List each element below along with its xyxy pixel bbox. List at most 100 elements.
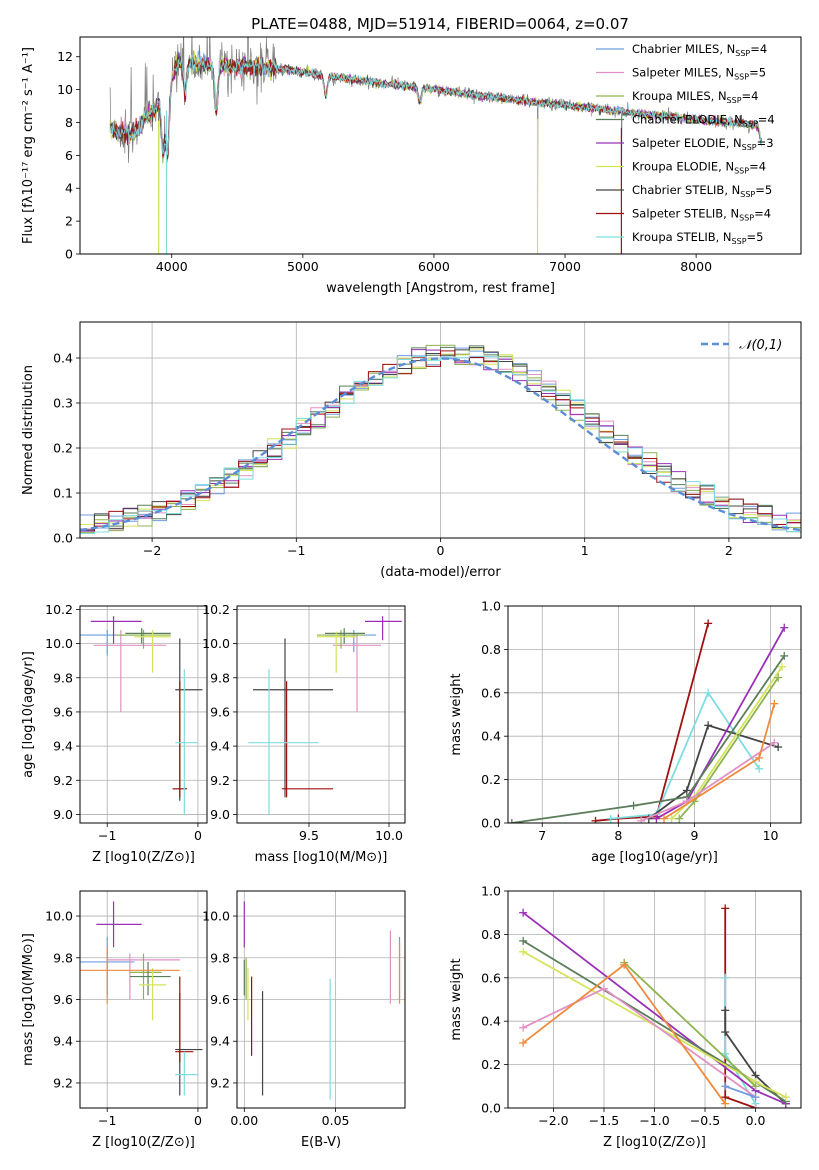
y-axis-label: age [log10(age/yr)] (21, 651, 36, 778)
y-tick-label: 12 (57, 49, 73, 64)
y-tick-label: 9.8 (210, 670, 230, 685)
chart-age-vs-mass: 9.5 10.0 9.0 9.2 9.4 9.6 9.8 10.0 10.2 mass [log1… (202, 602, 406, 865)
y-tick-label: 0.6 (481, 685, 501, 700)
plot-area-mass-weight-vs-Z (519, 904, 790, 1108)
y-tick-label: 10.2 (45, 602, 73, 617)
y-tick-label: 6 (65, 148, 73, 163)
x-tick-label: 0.00 (230, 1113, 258, 1128)
x-tick-label: 0.0 (746, 1113, 766, 1128)
mass-weight-line (655, 627, 786, 820)
y-tick-label: 9.6 (210, 704, 230, 719)
x-axis-label: Z [log10(Z/Z⊙)] (92, 1135, 195, 1150)
x-tick-label: 1 (581, 543, 589, 558)
x-axis-label: mass [log10(M/M⊙)] (255, 850, 388, 865)
y-tick-label: 8 (65, 115, 73, 130)
plot-frame (79, 890, 208, 1109)
legend-entry: Kroupa ELODIE, NSSP=4 (632, 160, 766, 176)
y-tick-label: 9.4 (53, 739, 73, 754)
legend-entry: Kroupa STELIB, NSSP=5 (632, 230, 763, 246)
y-tick-label: 10.0 (45, 636, 73, 651)
y-tick-label: 10.2 (202, 602, 230, 617)
y-tick-label: 9.6 (53, 704, 73, 719)
legend-entry: Salpeter MILES, NSSP=5 (632, 66, 766, 82)
y-tick-label: 9.4 (53, 1034, 73, 1049)
y-tick-label: 4 (65, 181, 73, 196)
x-tick-label: −1 (98, 828, 116, 843)
y-tick-label: 0.8 (481, 927, 501, 942)
y-tick-label: 0.2 (53, 441, 73, 456)
x-tick-label: −1.5 (589, 1113, 619, 1128)
y-axis-label: Normed distribution (21, 365, 36, 495)
x-tick-label: 0 (194, 1113, 202, 1128)
mass-weight-line (511, 655, 785, 823)
y-tick-label: 9.4 (210, 739, 230, 754)
plot-area-mass-vs-Z (80, 901, 203, 1096)
legend: Chabrier MILES, NSSP=4 Salpeter MILES, NS… (596, 42, 775, 246)
x-tick-label: 7000 (549, 259, 581, 274)
normal-reference-curve (80, 357, 801, 532)
mass-weight-line (610, 690, 760, 820)
x-tick-label: 4000 (156, 259, 188, 274)
x-axis-label: (data-model)/error (380, 565, 501, 580)
x-tick-label: −1 (98, 1113, 116, 1128)
legend-entry: Chabrier STELIB, NSSP=5 (632, 183, 772, 199)
histogram-step (80, 355, 801, 534)
mass-weight-line (724, 1085, 756, 1098)
plot-frame (79, 321, 802, 539)
legend-entry: Chabrier MILES, NSSP=4 (632, 42, 767, 58)
x-tick-label: 0 (437, 543, 445, 558)
legend-entry: 𝒩(0,1) (739, 338, 782, 353)
y-tick-label: 9.8 (53, 670, 73, 685)
mass-weight-line (724, 977, 757, 1105)
chart-residual-hist: −2 −1 0 1 2 0.0 0.1 0.2 0.3 0.4 (data-model)/error… (21, 321, 802, 580)
x-axis-label: wavelength [Angstrom, rest frame] (326, 281, 555, 296)
x-tick-label: 8000 (680, 259, 712, 274)
plot-frame (236, 605, 406, 824)
x-axis-label: age [log10(age/yr)] (591, 850, 718, 865)
y-tick-label: 0.4 (481, 729, 501, 744)
plot-frame (507, 890, 802, 1109)
y-tick-label: 0.4 (53, 351, 73, 366)
x-axis-label: E(B-V) (301, 1135, 341, 1150)
y-tick-label: 9.8 (210, 950, 230, 965)
legend-entry: Kroupa MILES, NSSP=4 (632, 89, 758, 105)
y-tick-label: 9.8 (53, 950, 73, 965)
y-tick-label: 10 (57, 82, 73, 97)
y-axis-label: mass weight (449, 673, 464, 755)
plot-frame (236, 890, 406, 1109)
y-axis-label: Flux [fλ10⁻¹⁷ erg cm⁻² s⁻¹ A⁻¹] (21, 47, 36, 244)
chart-mass-weight-vs-Z: −2.0 −1.5 −1.0 −0.5 0.0 0.0 0.2 0.4 0.6 0.8 1.0 Z [… (449, 884, 802, 1150)
y-tick-label: 9.6 (53, 992, 73, 1007)
x-tick-label: 2 (725, 543, 733, 558)
y-axis-label: mass [log10(M/M⊙)] (21, 933, 36, 1066)
y-tick-label: 1.0 (481, 884, 501, 899)
y-tick-label: 0.6 (481, 970, 501, 985)
plot-area-age-vs-mass (248, 616, 402, 815)
panels: 4000 5000 6000 7000 8000024681012wavelength … (21, 36, 802, 1150)
y-axis-label: mass weight (449, 958, 464, 1040)
x-axis-label: Z [log10(Z/Z⊙)] (603, 1135, 706, 1150)
y-tick-label: 0.8 (481, 642, 501, 657)
mass-weight-line (522, 987, 757, 1098)
plot-frame (507, 605, 802, 824)
legend-entry: Salpeter STELIB, NSSP=4 (632, 207, 771, 223)
plot-area-mass-vs-ebv (243, 901, 401, 1100)
x-tick-label: −2.0 (538, 1113, 568, 1128)
legend-entry: Salpeter ELODIE, NSSP=3 (632, 136, 774, 152)
x-tick-label: 7 (538, 828, 546, 843)
plot-area-mass-weight-vs-age (508, 619, 789, 823)
y-tick-label: 9.2 (53, 1075, 73, 1090)
mass-weight-line (648, 724, 779, 820)
chart-spectrum: 4000 5000 6000 7000 8000 0 2 4 6 8 10 12 wavelength … (21, 36, 802, 296)
y-tick-label: 9.2 (210, 773, 230, 788)
x-tick-label: −1.0 (639, 1113, 669, 1128)
plot-area-spectrum (109, 37, 762, 254)
x-tick-label: 5000 (287, 259, 319, 274)
mass-weight-line (595, 623, 710, 822)
y-tick-label: 0.0 (53, 531, 73, 546)
x-tick-label: 6000 (418, 259, 450, 274)
y-tick-label: 9.2 (210, 1075, 230, 1090)
y-tick-label: 0.0 (481, 1101, 501, 1116)
plot-frame (79, 605, 208, 824)
